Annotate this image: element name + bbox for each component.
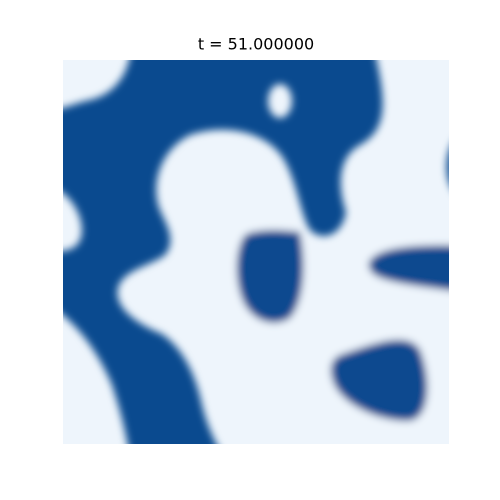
light-region — [63, 193, 82, 251]
light-region — [63, 60, 130, 108]
field-image — [63, 60, 449, 444]
light-region — [63, 315, 128, 444]
dark-region — [368, 245, 449, 291]
light-region — [268, 84, 292, 118]
field-phases — [63, 60, 449, 444]
dark-region — [330, 339, 428, 421]
dark-region — [236, 230, 304, 323]
plot-title: t = 51.000000 — [198, 35, 314, 54]
